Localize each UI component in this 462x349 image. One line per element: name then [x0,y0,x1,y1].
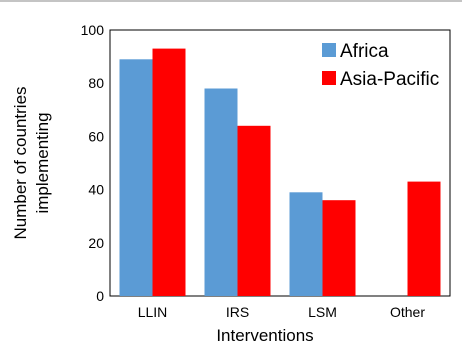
legend-swatch-asia-pacific [322,71,336,85]
x-axis-ticks: LLIN IRS LSM Other [138,304,426,320]
x-tick-label-other: Other [390,304,425,320]
x-tick-label-llin: LLIN [138,304,168,320]
bar-asia-pacific-llin [152,48,186,296]
plot-frame [109,29,451,297]
y-tick-label: 40 [88,182,104,198]
x-tick-label-lsm: LSM [308,304,337,320]
y-axis-ticks: 0 20 40 60 80 100 [81,22,105,304]
legend-label-africa: Africa [340,41,389,62]
legend-swatch-africa [322,43,336,57]
bar-asia-pacific-irs [237,125,271,296]
y-tick-label: 60 [88,128,104,144]
y-tick-label: 100 [81,22,105,38]
bar-asia-pacific-other [407,181,441,296]
y-axis-title-line-1: Number of countries [11,86,30,239]
x-tick-label-irs: IRS [226,304,249,320]
bar-africa-irs [204,88,238,296]
bar-africa-lsm [289,192,323,296]
y-axis-title-line-2: implementing [33,112,52,213]
legend-label-asia-pacific: Asia-Pacific [340,69,439,90]
legend: Africa Asia-Pacific [322,41,439,90]
bars-group [119,48,441,296]
bar-africa-llin [119,59,153,296]
y-tick-label: 0 [96,288,104,304]
y-tick-label: 20 [88,235,104,251]
bar-asia-pacific-lsm [322,200,356,296]
y-tick-label: 80 [88,75,104,91]
x-axis-title: Interventions [216,326,313,345]
